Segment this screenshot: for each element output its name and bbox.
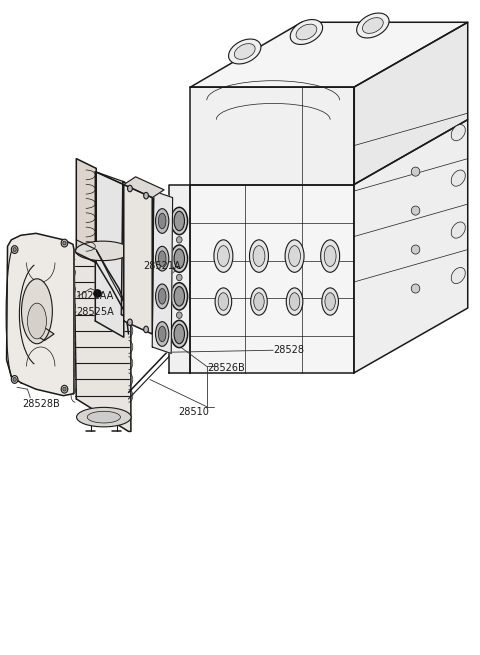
Ellipse shape — [322, 288, 338, 315]
Polygon shape — [354, 120, 468, 373]
Ellipse shape — [13, 377, 16, 381]
Ellipse shape — [253, 246, 265, 267]
Ellipse shape — [144, 193, 148, 199]
Ellipse shape — [250, 240, 268, 272]
Ellipse shape — [12, 246, 18, 253]
Polygon shape — [121, 181, 154, 334]
Text: 1022AA: 1022AA — [76, 291, 115, 301]
Ellipse shape — [215, 288, 232, 315]
Ellipse shape — [451, 222, 465, 238]
Ellipse shape — [411, 167, 420, 176]
Polygon shape — [354, 22, 468, 185]
Ellipse shape — [171, 208, 188, 234]
Ellipse shape — [63, 241, 66, 245]
Ellipse shape — [12, 375, 18, 383]
Ellipse shape — [234, 44, 255, 60]
Ellipse shape — [71, 302, 75, 310]
Ellipse shape — [76, 241, 130, 261]
Ellipse shape — [296, 24, 317, 40]
Ellipse shape — [156, 284, 169, 309]
Ellipse shape — [324, 246, 336, 267]
Ellipse shape — [411, 245, 420, 254]
Ellipse shape — [286, 288, 303, 315]
Ellipse shape — [128, 185, 132, 192]
Ellipse shape — [411, 284, 420, 293]
Ellipse shape — [254, 293, 264, 310]
Ellipse shape — [71, 369, 75, 377]
Ellipse shape — [128, 319, 132, 326]
Ellipse shape — [325, 293, 336, 310]
Ellipse shape — [362, 18, 383, 33]
Ellipse shape — [288, 246, 300, 267]
Ellipse shape — [171, 245, 188, 272]
Ellipse shape — [158, 326, 166, 342]
Ellipse shape — [63, 387, 66, 391]
Polygon shape — [124, 177, 164, 198]
Ellipse shape — [451, 170, 465, 186]
Ellipse shape — [171, 320, 188, 348]
Text: 28528B: 28528B — [22, 399, 60, 409]
Polygon shape — [76, 159, 96, 263]
Polygon shape — [96, 172, 152, 198]
Ellipse shape — [13, 248, 16, 252]
Text: 28525A: 28525A — [76, 307, 114, 317]
Text: 28521A: 28521A — [143, 261, 180, 271]
Text: 28528: 28528 — [273, 345, 304, 355]
Polygon shape — [74, 250, 131, 432]
Ellipse shape — [76, 407, 131, 427]
Polygon shape — [190, 22, 468, 87]
Ellipse shape — [228, 39, 261, 64]
Ellipse shape — [22, 279, 52, 344]
Polygon shape — [124, 185, 152, 334]
Ellipse shape — [285, 240, 304, 272]
Ellipse shape — [174, 212, 184, 231]
Ellipse shape — [321, 240, 340, 272]
Ellipse shape — [290, 20, 323, 45]
Ellipse shape — [156, 246, 169, 271]
Ellipse shape — [177, 274, 182, 281]
Ellipse shape — [451, 267, 465, 284]
Ellipse shape — [174, 287, 184, 306]
Ellipse shape — [451, 124, 465, 141]
Polygon shape — [169, 185, 190, 373]
Ellipse shape — [174, 249, 184, 269]
Ellipse shape — [156, 322, 169, 346]
Ellipse shape — [214, 240, 233, 272]
Ellipse shape — [174, 324, 184, 344]
Text: 28510: 28510 — [179, 407, 209, 417]
Ellipse shape — [71, 386, 75, 394]
Ellipse shape — [71, 353, 75, 361]
Polygon shape — [96, 172, 124, 337]
Ellipse shape — [177, 312, 182, 318]
Ellipse shape — [61, 385, 68, 393]
Ellipse shape — [411, 206, 420, 215]
Ellipse shape — [61, 239, 68, 247]
Ellipse shape — [171, 283, 188, 310]
Ellipse shape — [156, 209, 169, 233]
Ellipse shape — [158, 251, 166, 267]
Ellipse shape — [144, 326, 148, 333]
Ellipse shape — [158, 213, 166, 229]
Ellipse shape — [87, 411, 120, 423]
Ellipse shape — [27, 303, 47, 339]
Ellipse shape — [289, 293, 300, 310]
Ellipse shape — [218, 293, 228, 310]
Ellipse shape — [357, 13, 389, 38]
Ellipse shape — [158, 289, 166, 304]
Polygon shape — [190, 185, 354, 373]
Ellipse shape — [177, 236, 182, 243]
Ellipse shape — [71, 336, 75, 344]
Ellipse shape — [71, 319, 75, 327]
Ellipse shape — [251, 288, 267, 315]
Polygon shape — [190, 87, 354, 185]
Text: 28526B: 28526B — [207, 363, 244, 373]
Polygon shape — [7, 233, 74, 396]
Ellipse shape — [71, 269, 75, 276]
Polygon shape — [152, 191, 173, 354]
Ellipse shape — [71, 286, 75, 293]
Polygon shape — [34, 328, 54, 341]
Ellipse shape — [217, 246, 229, 267]
